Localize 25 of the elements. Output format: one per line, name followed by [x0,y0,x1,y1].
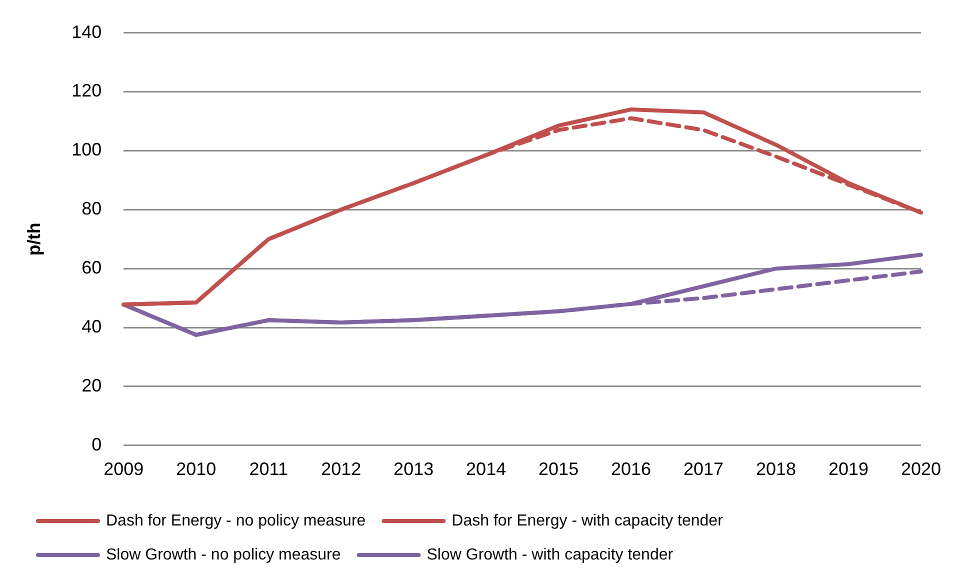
x-tick-label: 2020 [900,459,941,480]
x-tick-label: 2016 [611,459,652,480]
legend-label: Slow Growth - no policy measure [106,546,341,564]
y-tick-label: 80 [82,198,102,219]
x-tick-label: 2019 [828,459,869,480]
legend-label: Dash for Energy - with capacity tender [452,512,724,530]
x-tick-label: 2013 [394,459,434,480]
x-tick-label: 2010 [176,459,216,480]
x-tick-label: 2018 [756,459,796,480]
y-tick-label: 0 [92,434,102,454]
x-tick-label: 2012 [321,459,362,480]
legend-label: Dash for Energy - no policy measure [106,512,366,530]
y-axis-title: p/th [24,222,44,256]
legend-label: Slow Growth - with capacity tender [426,546,674,564]
y-tick-label: 100 [72,140,102,160]
x-tick-label: 2011 [249,459,288,480]
x-tick-label: 2014 [466,459,506,480]
x-tick-label: 2009 [104,459,144,480]
y-tick-label: 20 [82,375,102,396]
x-tick-label: 2015 [538,459,579,480]
y-tick-label: 60 [82,258,102,278]
x-tick-label: 2017 [683,459,724,480]
y-tick-label: 40 [82,316,102,336]
y-tick-label: 140 [72,22,102,42]
y-tick-label: 120 [72,80,102,101]
